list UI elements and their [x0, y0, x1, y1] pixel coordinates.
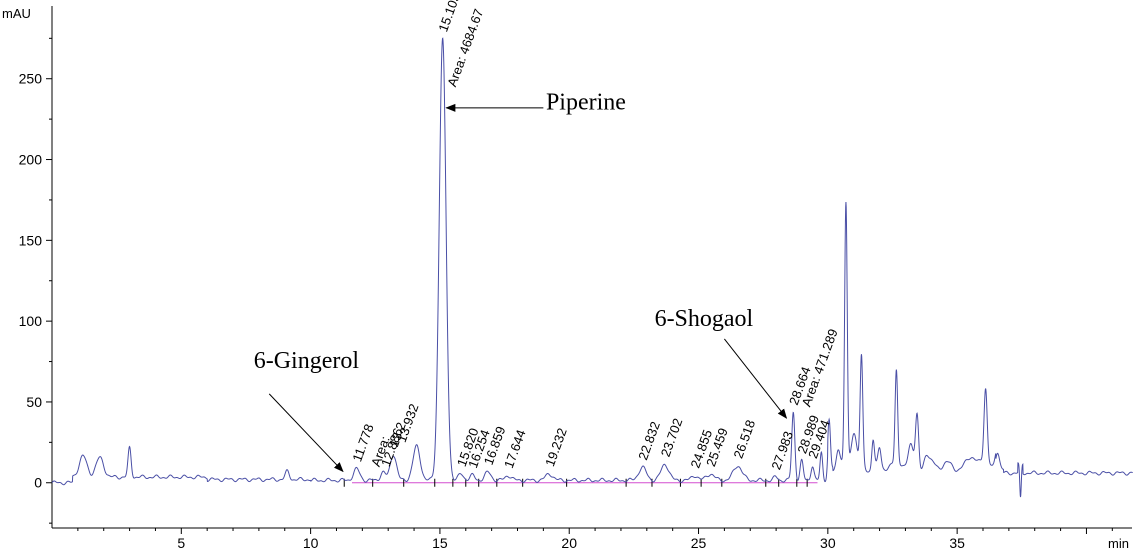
chromatogram-trace [51, 37, 1133, 498]
x-tick-label: 10 [303, 535, 319, 550]
peak-label: 27.983 [768, 429, 796, 471]
x-tick-label: 20 [561, 535, 577, 550]
x-tick-label: 5 [177, 535, 185, 550]
x-axis-unit-label: min [1108, 536, 1129, 550]
integration-marks [343, 478, 808, 487]
x-ticks: 5 10 15 20 25 30 35 [77, 528, 1113, 550]
annotation-label: 6-Gingerol [254, 348, 360, 374]
annotation-label: Piperine [546, 89, 626, 115]
y-tick-label: 100 [19, 313, 43, 329]
annotation-arrow [268, 393, 344, 473]
y-tick-label: 200 [19, 152, 43, 168]
axes [51, 6, 1132, 529]
y-axis-unit-label: mAU [2, 6, 31, 21]
peak-label: 26.518 [731, 418, 759, 460]
compound-annotations: Piperine 6-Gingerol 6-Shogaol [254, 89, 788, 473]
peak-label: 15.105 [435, 0, 463, 34]
peak-label: 23.702 [658, 416, 686, 458]
x-tick-label: 35 [949, 535, 965, 550]
y-ticks: 0 50 100 150 200 250 [19, 37, 52, 524]
x-tick-label: 25 [691, 535, 707, 550]
annotation-arrow [723, 338, 788, 419]
x-tick-label: 15 [432, 535, 448, 550]
y-tick-label: 150 [19, 232, 43, 248]
y-tick-label: 250 [19, 71, 43, 87]
peak-label: 19.232 [542, 426, 570, 468]
annotation-label: 6-Shogaol [655, 306, 754, 332]
y-tick-label: 50 [26, 394, 42, 410]
x-tick-label: 30 [820, 535, 836, 550]
y-tick-label: 0 [34, 475, 42, 491]
peak-label: 22.832 [635, 420, 663, 462]
